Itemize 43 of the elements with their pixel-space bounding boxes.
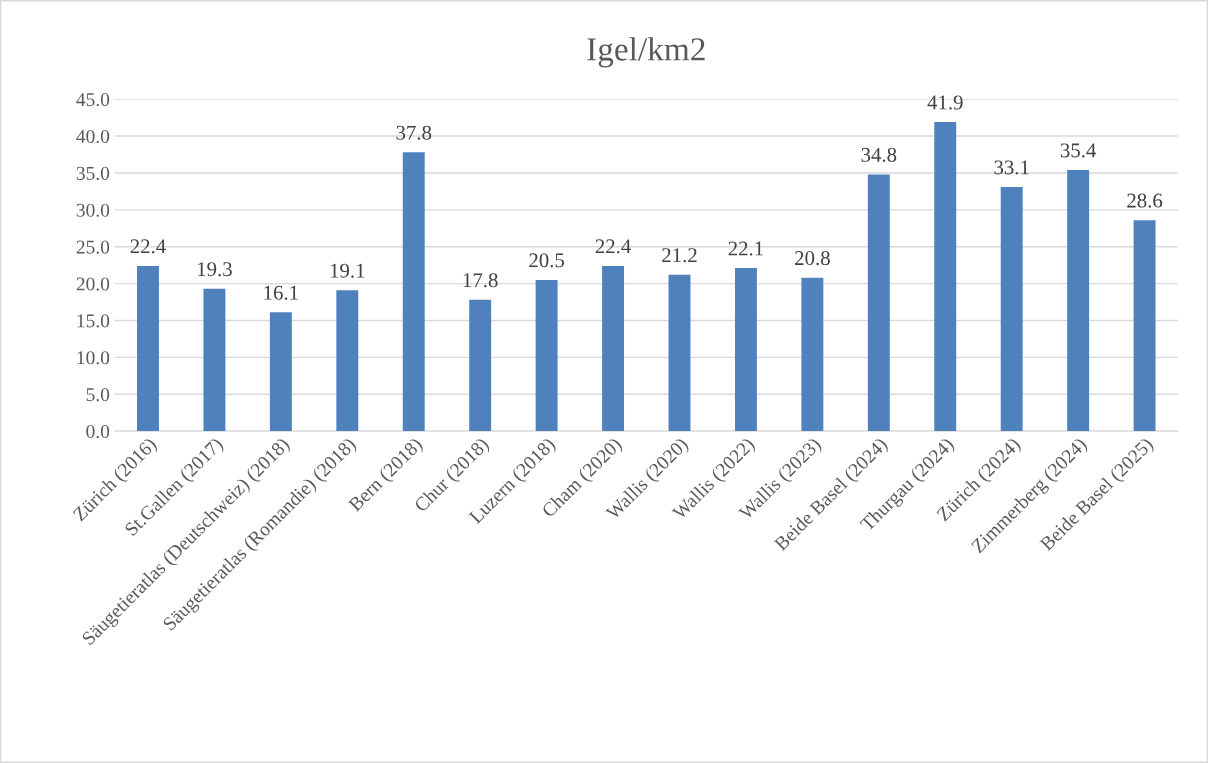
y-tick-label: 0.0 xyxy=(86,424,110,439)
bar xyxy=(668,274,691,432)
data-label: 28.6 xyxy=(1127,193,1163,208)
bar xyxy=(867,174,890,432)
bar xyxy=(801,277,824,432)
y-tick-label: 20.0 xyxy=(76,277,110,291)
y-tick-label: 30.0 xyxy=(76,203,110,217)
data-label: 20.5 xyxy=(529,253,565,268)
bar xyxy=(137,265,159,432)
y-tick-label: 10.0 xyxy=(77,351,110,365)
data-label: 22.1 xyxy=(728,241,763,256)
y-tick-label: 35.0 xyxy=(76,166,110,180)
y-tick-label: 15.0 xyxy=(77,314,110,328)
data-label: 34.8 xyxy=(861,147,897,162)
data-label: 22.4 xyxy=(595,239,631,254)
data-label: 37.8 xyxy=(396,125,432,140)
bar xyxy=(402,152,425,432)
bar xyxy=(535,279,558,432)
data-label: 20.8 xyxy=(795,251,830,266)
data-label: 17.8 xyxy=(463,273,498,288)
data-label: 21.2 xyxy=(662,248,697,263)
y-tick-label: 40.0 xyxy=(76,129,110,144)
data-label: 22.4 xyxy=(130,239,166,254)
y-tick-label: 5.0 xyxy=(86,388,110,402)
bar xyxy=(336,290,359,432)
y-tick-label: 45.0 xyxy=(76,93,110,107)
bar xyxy=(1067,170,1090,432)
data-label: 35.4 xyxy=(1060,143,1097,158)
y-tick-label: 25.0 xyxy=(76,240,110,254)
data-label: 41.9 xyxy=(927,95,963,110)
data-label: 19.1 xyxy=(330,263,365,278)
bar xyxy=(469,299,492,432)
bar xyxy=(1000,186,1023,432)
bar xyxy=(734,268,757,432)
data-label: 33.1 xyxy=(994,160,1029,175)
bar xyxy=(203,288,226,432)
data-label: 19.3 xyxy=(198,262,232,277)
bar xyxy=(1133,220,1156,432)
bar xyxy=(269,312,292,432)
bar xyxy=(934,122,957,432)
bar xyxy=(602,265,625,432)
data-label: 16.1 xyxy=(264,285,298,300)
chart-title: Igel/km2 xyxy=(587,37,705,68)
